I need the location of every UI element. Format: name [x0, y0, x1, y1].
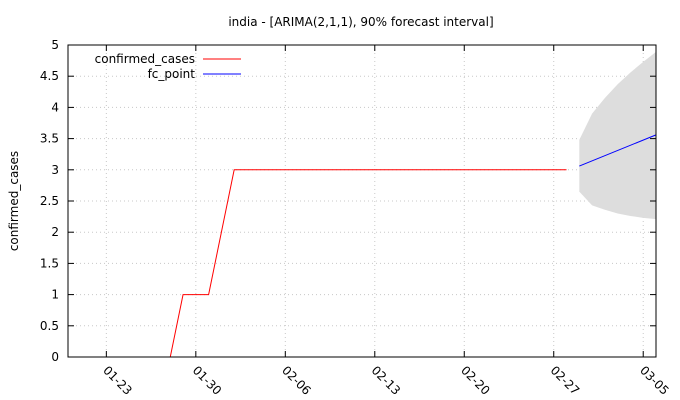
x-tick-label: 02-06 — [279, 363, 314, 398]
y-tick-label: 0 — [51, 350, 59, 364]
y-tick-label: 2.5 — [40, 194, 59, 208]
y-tick-label: 4.5 — [40, 69, 59, 83]
legend-label-confirmed-cases: confirmed_cases — [95, 52, 195, 66]
y-tick-label: 1.5 — [40, 256, 59, 270]
y-tick-label: 5 — [51, 38, 59, 52]
series-line-fc-point — [579, 134, 657, 167]
x-tick-label: 02-27 — [548, 363, 583, 398]
y-axis-label: confirmed_cases — [7, 151, 21, 251]
y-tick-label: 0.5 — [40, 319, 59, 333]
forecast-band-layer — [579, 51, 656, 220]
y-tick-label: 2 — [51, 225, 59, 239]
x-tick-label: 03-05 — [637, 363, 672, 398]
chart-title: india - [ARIMA(2,1,1), 90% forecast inte… — [228, 15, 493, 29]
series-layer — [169, 134, 657, 358]
series-line-confirmed-cases — [169, 169, 567, 358]
y-tick-label: 4 — [51, 100, 59, 114]
x-tick-label: 01-30 — [190, 363, 225, 398]
tick-layer: 0 0.5 1 1.5 2 2.5 3 3.5 4 4.5 5 01-23 01-30 02-06 02-1… — [40, 38, 672, 398]
legend-label-fc-point: fc_point — [148, 67, 196, 81]
forecast-interval-band — [579, 51, 656, 220]
x-tick-label: 01-23 — [100, 363, 135, 398]
x-tick-label: 02-13 — [369, 363, 404, 398]
y-tick-label: 3 — [51, 163, 59, 177]
grid-layer — [68, 44, 656, 358]
x-tick-label: 02-20 — [458, 363, 493, 398]
y-tick-label: 3.5 — [40, 132, 59, 146]
y-tick-label: 1 — [51, 288, 59, 302]
